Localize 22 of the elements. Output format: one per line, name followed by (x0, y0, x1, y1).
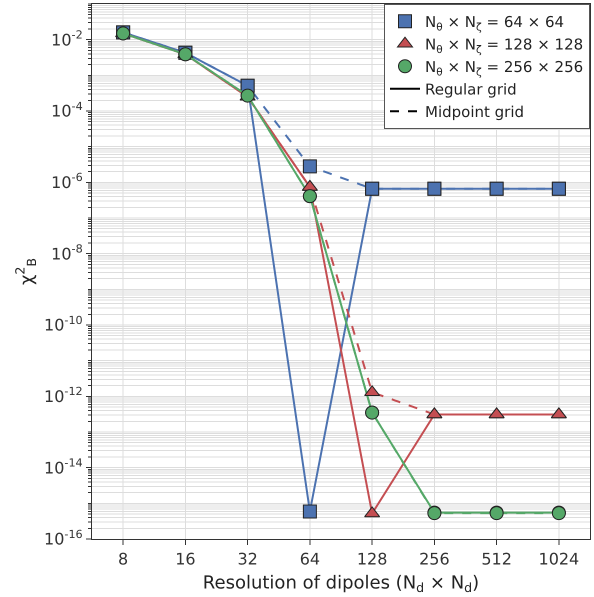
y-tick-label: 10$^{-6}$ (51, 171, 83, 192)
y-tick-label: 10$^{-10}$ (44, 314, 83, 335)
legend-label: N$_{θ}$ × N$_{ζ}$ = 128 × 128 (425, 36, 584, 56)
x-axis-title: Resolution of dipoles (N$_{d}$ × N$_{d}$) (202, 572, 480, 596)
x-tick-label: 256 (419, 549, 450, 568)
y-tick-label: 10$^{-16}$ (44, 528, 83, 549)
y-tick-label: 10$^{-2}$ (51, 28, 83, 50)
x-tick-label: 512 (481, 549, 512, 568)
y-tick-label: 10$^{-4}$ (51, 100, 83, 121)
x-tick-label: 8 (118, 549, 128, 568)
legend-label: Regular grid (425, 80, 517, 99)
legend-label: N$_{θ}$ × N$_{ζ}$ = 256 × 256 (425, 58, 584, 78)
x-tick-label: 16 (175, 549, 196, 568)
x-tick-label: 128 (356, 549, 388, 568)
x-tick-label: 32 (237, 549, 258, 568)
legend-label: Midpoint grid (425, 103, 524, 122)
x-tick-label: 1024 (538, 549, 580, 568)
y-tick-label: 10$^{-14}$ (44, 456, 83, 478)
y-tick-label: 10$^{-8}$ (51, 242, 83, 264)
legend-label: N$_{θ}$ × N$_{ζ}$ = 64 × 64 (425, 13, 564, 34)
y-tick-label: 10$^{-12}$ (44, 385, 83, 406)
x-tick-label: 64 (300, 549, 320, 568)
